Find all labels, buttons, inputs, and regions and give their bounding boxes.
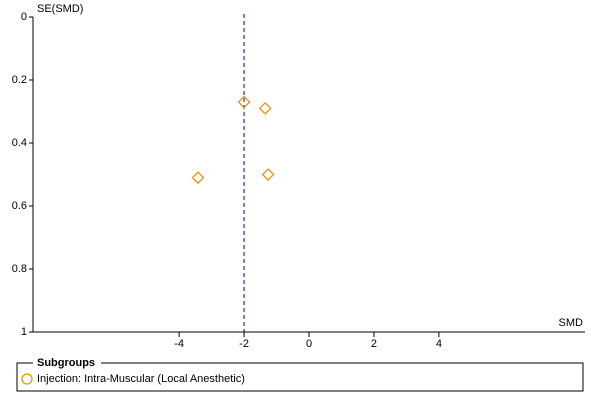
y-tick-label: 1 xyxy=(21,326,27,338)
x-tick-label: 0 xyxy=(306,338,312,350)
x-tick-label: 4 xyxy=(436,338,442,350)
legend-box xyxy=(16,362,584,392)
y-tick-label: 0.6 xyxy=(12,200,27,212)
legend-title: Subgroups xyxy=(37,357,95,369)
legend-label: Injection: Intra-Muscular (Local Anesthe… xyxy=(37,373,245,385)
data-point xyxy=(191,171,205,185)
data-point xyxy=(258,101,272,115)
legend-title-bg xyxy=(33,356,101,368)
x-tick-label: -4 xyxy=(174,338,184,350)
y-tick-label: 0.8 xyxy=(12,263,27,275)
x-tick-label: 2 xyxy=(371,338,377,350)
x-axis-label: SMD xyxy=(559,317,584,329)
y-axis-label: SE(SMD) xyxy=(37,3,83,15)
data-point xyxy=(237,95,251,109)
y-tick-label: 0 xyxy=(21,11,27,23)
x-tick-label: -2 xyxy=(239,338,249,350)
legend-marker xyxy=(21,373,33,385)
y-tick-label: 0.2 xyxy=(12,74,27,86)
data-point xyxy=(261,168,275,181)
y-tick-label: 0.4 xyxy=(12,137,27,149)
